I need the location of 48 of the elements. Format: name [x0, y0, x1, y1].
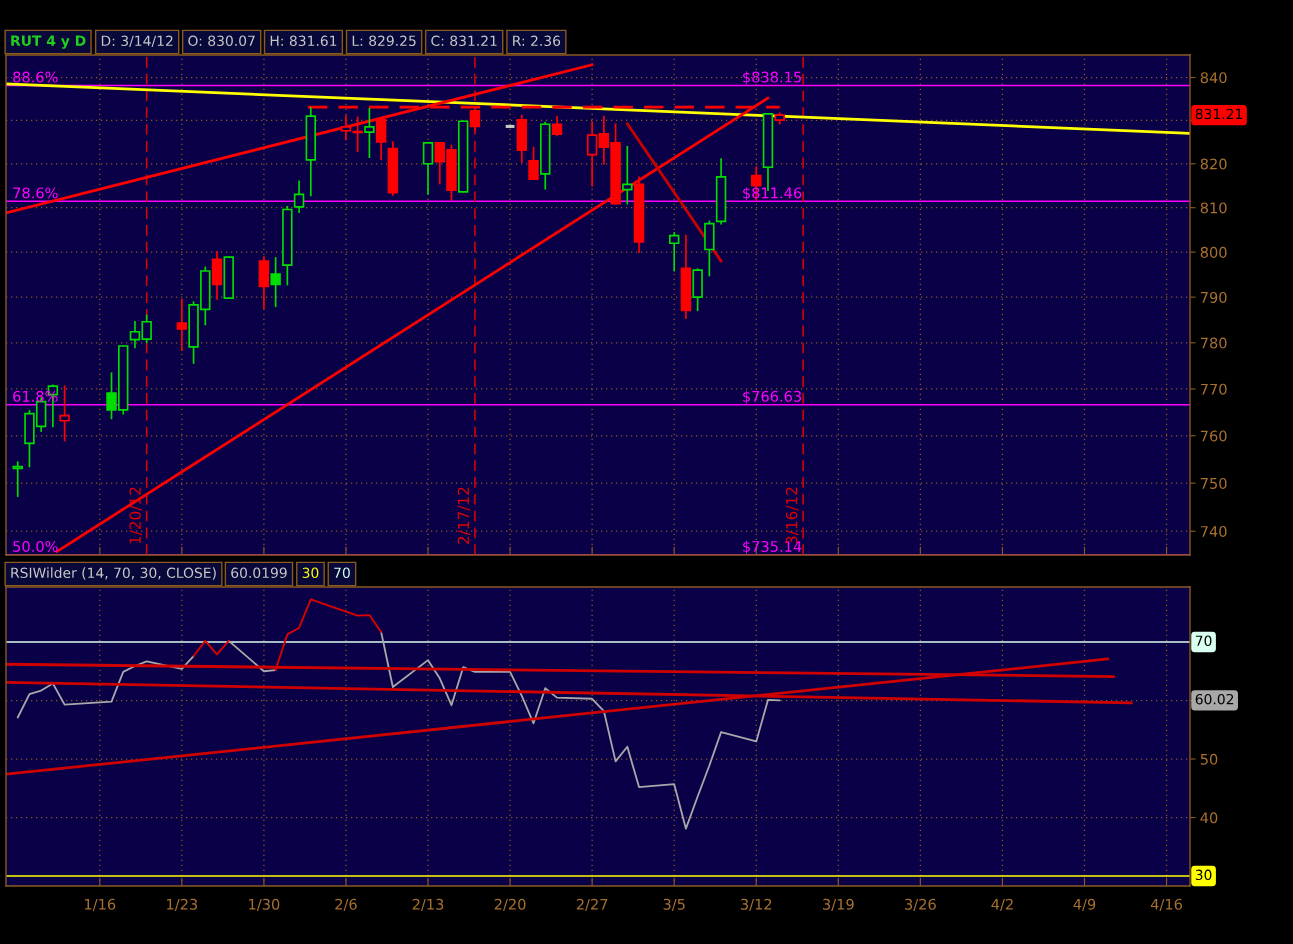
ref-line-label: 30 — [1195, 869, 1212, 881]
text: O: 830.07 — [188, 35, 255, 47]
ref-line-label: $766.63 — [743, 390, 802, 404]
text: L: 829.25 — [352, 35, 416, 47]
x-tick-label: 3/26 — [905, 898, 936, 911]
y-tick-label: 40 — [1200, 812, 1218, 824]
ref-line-label: 1/20/12 — [129, 487, 143, 544]
y-tick-label: 750 — [1200, 477, 1227, 489]
x-tick-label: 2/20 — [494, 898, 526, 911]
y-tick-label: 740 — [1200, 525, 1227, 537]
y-tick-label: 840 — [1200, 72, 1227, 84]
text: 30 — [302, 567, 319, 579]
y-tick-label: 820 — [1200, 158, 1227, 170]
text: 70 — [334, 567, 350, 579]
x-tick-label: 4/16 — [1150, 898, 1183, 911]
text: C: 831.21 — [431, 35, 497, 47]
text: R: 2.36 — [513, 35, 561, 47]
x-tick-label: 3/19 — [823, 898, 854, 911]
ref-line-label: 2/17/12 — [457, 487, 471, 544]
x-tick-label: 3/5 — [663, 898, 685, 911]
text: H: 831.61 — [270, 35, 337, 47]
text: 60.02 — [1195, 693, 1234, 705]
y-tick-label: 800 — [1200, 246, 1227, 258]
x-tick-label: 4/9 — [1073, 898, 1096, 911]
y-tick-label: 760 — [1200, 430, 1227, 442]
chart-title: RSIWilder (14, 70, 30, CLOSE) — [11, 567, 216, 580]
chart-title: RUT 4 y D — [11, 35, 86, 49]
annotation: 88.6% — [13, 71, 58, 83]
text: 831.21 — [1195, 108, 1243, 120]
y-tick-label: 770 — [1200, 383, 1227, 395]
y-tick-label: 810 — [1200, 202, 1227, 214]
chart-subtitle: 60.0199 — [231, 567, 287, 579]
text: D: 3/14/12 — [101, 35, 173, 48]
x-tick-label: 3/12 — [740, 898, 772, 911]
x-tick-label: 2/13 — [412, 898, 444, 911]
y-tick-label: 50 — [1200, 753, 1218, 765]
annotation: 78.6% — [13, 187, 58, 199]
ref-line-label: 70 — [1195, 635, 1212, 647]
x-tick-label: 1/16 — [85, 898, 116, 911]
x-tick-label: 4/2 — [991, 898, 1013, 911]
ref-line-label: $838.15 — [743, 71, 801, 85]
y-tick-label: 780 — [1200, 337, 1227, 349]
x-tick-label: 1/30 — [249, 898, 280, 911]
y-tick-label: 790 — [1200, 291, 1227, 303]
x-tick-label: 1/23 — [167, 898, 198, 911]
x-tick-label: 2/6 — [335, 898, 357, 911]
annotation: 50.0% — [13, 540, 58, 552]
x-tick-label: 2/27 — [576, 898, 608, 911]
